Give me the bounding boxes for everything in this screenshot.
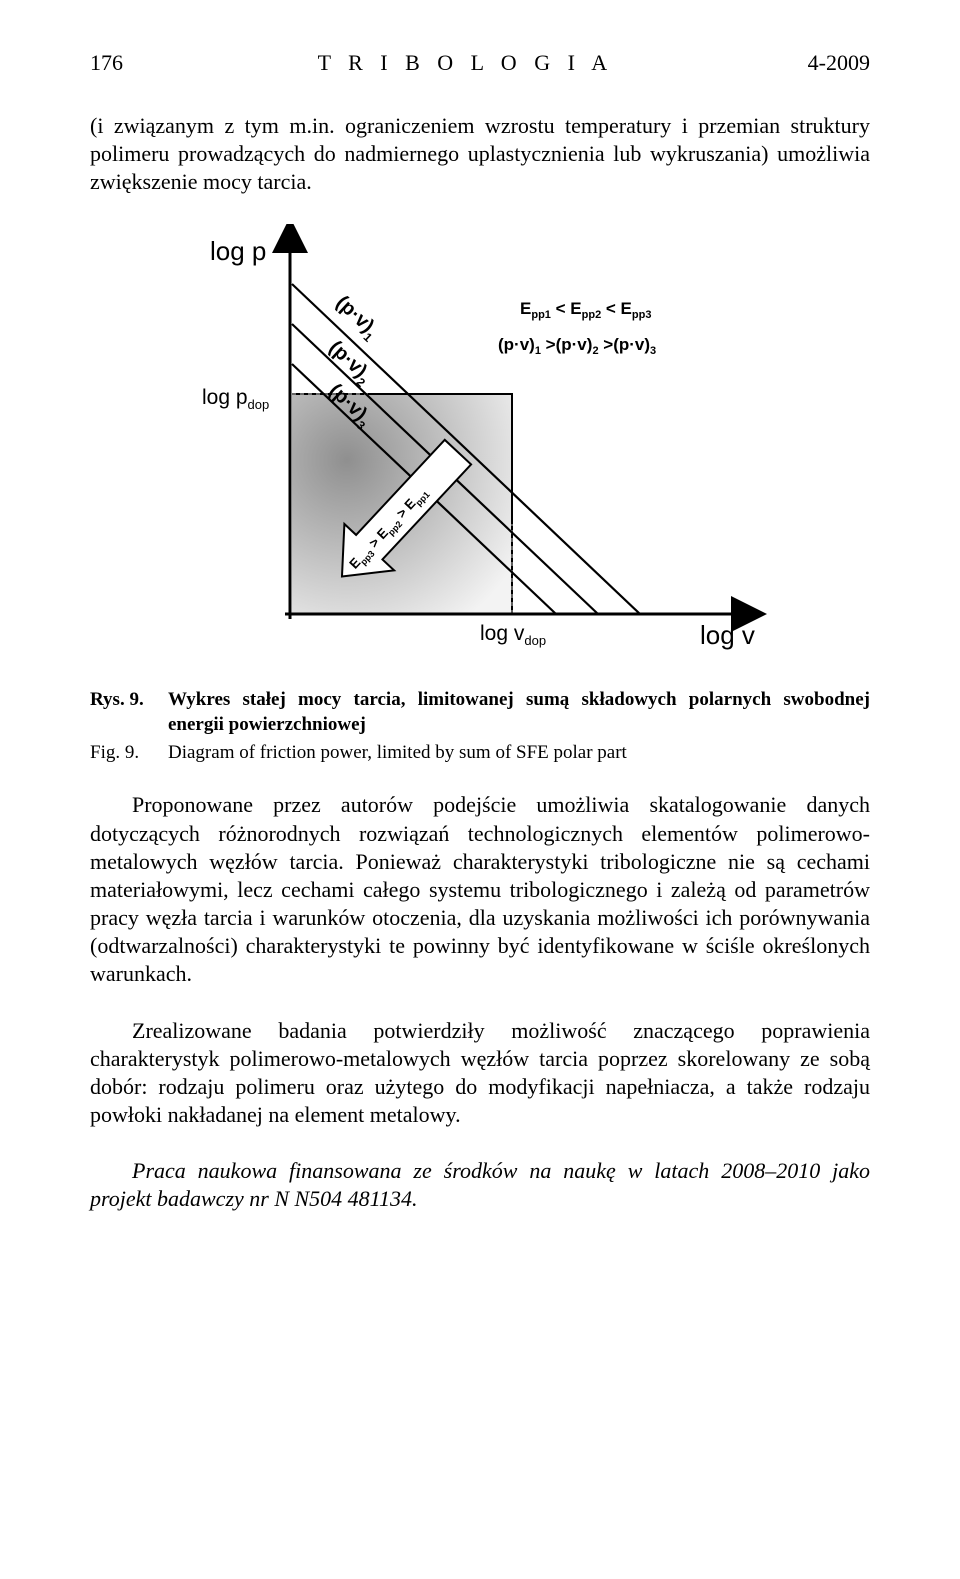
caption-rys-label: Rys. 9. xyxy=(90,688,168,737)
paragraph-3: Zrealizowane badania potwierdziły możliw… xyxy=(90,1017,870,1130)
caption-fig-text: Diagram of friction power, limited by su… xyxy=(168,741,870,765)
svg-text:(p·v)2: (p·v)2 xyxy=(322,337,377,390)
figure-9: (p·v)1 (p·v)2 (p·v)3 Epp3 > Epp2 > Epp1 … xyxy=(90,224,870,664)
diag-label-2: (p·v)2 xyxy=(322,337,377,390)
issue-number: 4-2009 xyxy=(808,50,870,76)
page-number: 176 xyxy=(90,50,123,76)
paragraph-1: (i związanym z tym m.in. ograniczeniem w… xyxy=(90,112,870,196)
acknowledgment: Praca naukowa finansowana ze środków na … xyxy=(90,1157,870,1213)
caption-rys-text: Wykres stałej mocy tarcia, limitowanej s… xyxy=(168,688,870,737)
ineq-line-2: (p·v)1 >(p·v)2 >(p·v)3 xyxy=(498,335,656,357)
caption-fig: Fig. 9. Diagram of friction power, limit… xyxy=(90,741,870,765)
journal-title: T R I B O L O G I A xyxy=(318,50,614,76)
figure-svg: (p·v)1 (p·v)2 (p·v)3 Epp3 > Epp2 > Epp1 … xyxy=(180,224,780,664)
y-axis-label: log p xyxy=(210,236,266,266)
x-axis-label: log v xyxy=(700,620,755,650)
page: 176 T R I B O L O G I A 4-2009 (i związa… xyxy=(0,0,960,1273)
paragraph-2: Proponowane przez autorów podejście umoż… xyxy=(90,791,870,988)
ineq-line-1: Epp1 < Epp2 < Epp3 xyxy=(520,299,651,321)
y-axis-sublabel: log pdop xyxy=(202,386,269,412)
caption-fig-label: Fig. 9. xyxy=(90,741,168,765)
diag-label-1: (p·v)1 xyxy=(329,292,384,345)
page-header: 176 T R I B O L O G I A 4-2009 xyxy=(90,50,870,76)
svg-text:(p·v)1: (p·v)1 xyxy=(329,292,384,345)
caption-rys: Rys. 9. Wykres stałej mocy tarcia, limit… xyxy=(90,688,870,737)
x-axis-sublabel: log vdop xyxy=(480,622,546,648)
